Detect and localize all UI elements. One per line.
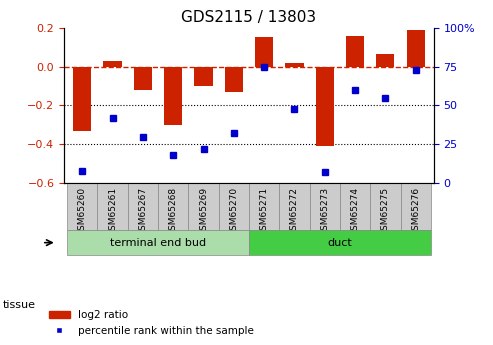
Bar xyxy=(316,67,334,146)
Bar xyxy=(249,230,431,255)
Text: GSM65272: GSM65272 xyxy=(290,187,299,236)
Bar xyxy=(400,183,431,230)
Bar xyxy=(376,54,394,67)
Legend: log2 ratio, percentile rank within the sample: log2 ratio, percentile rank within the s… xyxy=(45,306,258,340)
Text: GSM65274: GSM65274 xyxy=(351,187,359,236)
Bar xyxy=(249,183,279,230)
Text: tissue: tissue xyxy=(2,300,35,310)
Bar xyxy=(279,183,310,230)
Bar xyxy=(73,67,91,131)
Bar xyxy=(164,67,182,125)
Bar xyxy=(67,183,98,230)
Text: GSM65260: GSM65260 xyxy=(78,187,87,236)
Bar xyxy=(225,67,243,92)
Text: terminal end bud: terminal end bud xyxy=(110,238,206,248)
Text: GSM65261: GSM65261 xyxy=(108,187,117,236)
Bar xyxy=(134,67,152,90)
Text: GSM65275: GSM65275 xyxy=(381,187,390,236)
Bar xyxy=(340,183,370,230)
Bar xyxy=(67,230,249,255)
Text: GSM65276: GSM65276 xyxy=(411,187,420,236)
Bar xyxy=(407,30,425,67)
Bar xyxy=(255,37,273,67)
Text: GSM65267: GSM65267 xyxy=(139,187,147,236)
Bar xyxy=(188,183,219,230)
Bar xyxy=(98,183,128,230)
Bar xyxy=(285,63,304,67)
Title: GDS2115 / 13803: GDS2115 / 13803 xyxy=(181,10,317,25)
Text: duct: duct xyxy=(327,238,352,248)
Text: GSM65273: GSM65273 xyxy=(320,187,329,236)
Bar xyxy=(158,183,188,230)
Bar xyxy=(370,183,400,230)
Text: GSM65268: GSM65268 xyxy=(169,187,177,236)
Bar xyxy=(219,183,249,230)
Bar xyxy=(346,36,364,67)
Bar xyxy=(104,61,122,67)
Text: GSM65269: GSM65269 xyxy=(199,187,208,236)
Bar xyxy=(310,183,340,230)
Bar xyxy=(128,183,158,230)
Text: GSM65270: GSM65270 xyxy=(229,187,238,236)
Bar xyxy=(194,67,212,86)
Text: GSM65271: GSM65271 xyxy=(260,187,269,236)
